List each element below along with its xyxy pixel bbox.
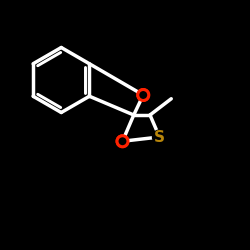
Circle shape xyxy=(139,90,148,100)
Circle shape xyxy=(152,130,166,144)
Text: S: S xyxy=(154,130,165,144)
Text: S: S xyxy=(154,130,165,144)
Circle shape xyxy=(118,137,127,146)
